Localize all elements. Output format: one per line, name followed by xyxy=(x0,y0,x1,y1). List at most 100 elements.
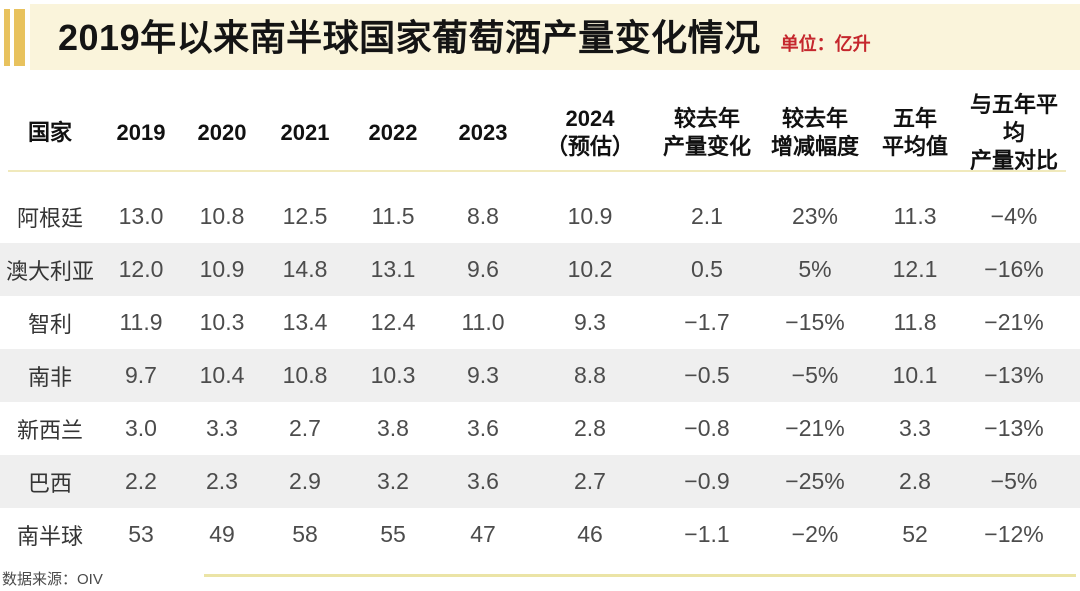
value-cell: 47 xyxy=(470,521,496,547)
column-header: 国家 xyxy=(0,91,100,175)
table-row: 澳大利亚 12.0 10.9 14.8 13.1 9.6 10.2 0.5 5% 12.1 −16% xyxy=(0,243,1080,296)
value-cell: 8.8 xyxy=(528,349,652,402)
value-cell: −1.7 xyxy=(684,309,730,335)
value-cell: 2.9 xyxy=(262,455,348,508)
column-header: 较去年 增减幅度 xyxy=(762,91,868,175)
value-cell: 3.3 xyxy=(899,415,931,441)
column-header: 2022 xyxy=(348,91,438,175)
table-row: 智利 11.9 10.3 13.4 12.4 11.0 9.3 −1.7 −15% 11.8 −21… xyxy=(0,296,1080,349)
column-label-line1: 较去年 xyxy=(781,106,848,131)
column-label-line1: 2020 xyxy=(197,120,247,145)
value-cell: 2.2 xyxy=(100,455,182,508)
value-cell: 10.3 xyxy=(348,349,438,402)
value-cell: 46 xyxy=(577,521,603,547)
column-header: 较去年 产量变化 xyxy=(652,91,762,175)
value-cell: 2.7 xyxy=(528,455,652,508)
value-cell: 12.5 xyxy=(282,203,328,229)
value-cell: 13.4 xyxy=(282,309,328,335)
unit-label: 单位：亿升 xyxy=(780,34,871,54)
value-cell: −21% xyxy=(984,309,1044,335)
value-cell: 11.8 xyxy=(893,309,937,335)
column-header: 2021 xyxy=(262,91,348,175)
column-header: 与五年平均 产量对比 xyxy=(962,91,1080,175)
table-header-row: 国家 2019 2020 2021 2022 2023 2024 （预估） 较去年 产量变化 较去年… xyxy=(0,91,1080,175)
column-label-line1: 2019 xyxy=(116,120,166,145)
value-cell: 9.6 xyxy=(438,243,528,296)
country-cell: 智利 xyxy=(27,311,72,337)
value-cell: 2.3 xyxy=(182,455,262,508)
value-cell: 3.0 xyxy=(125,415,157,441)
value-cell: −12% xyxy=(984,521,1044,547)
value-cell: −2% xyxy=(791,521,839,547)
column-label-line1: 国家 xyxy=(27,120,72,145)
column-label-line2: （预估） xyxy=(545,134,634,159)
value-cell: 3.6 xyxy=(438,455,528,508)
value-cell: 3.8 xyxy=(377,415,409,441)
value-cell: 9.7 xyxy=(100,349,182,402)
value-cell: 55 xyxy=(380,521,406,547)
country-cell: 南非 xyxy=(0,349,100,402)
column-label-line2: 产量变化 xyxy=(662,134,751,159)
value-cell: −0.8 xyxy=(684,415,730,441)
value-cell: 11.0 xyxy=(461,309,505,335)
column-header: 2019 xyxy=(100,91,182,175)
value-cell: 12.1 xyxy=(868,243,962,296)
value-cell: 11.3 xyxy=(893,203,937,229)
value-cell: 12.0 xyxy=(100,243,182,296)
value-cell: −5% xyxy=(962,455,1080,508)
value-cell: 5% xyxy=(762,243,868,296)
table-row: 巴西 2.2 2.3 2.9 3.2 3.6 2.7 −0.9 −25% 2.8 −5% xyxy=(0,455,1080,508)
value-cell: 10.8 xyxy=(199,203,245,229)
value-cell: −25% xyxy=(762,455,868,508)
value-cell: 23% xyxy=(791,203,839,229)
value-cell: 3.6 xyxy=(467,415,499,441)
column-label-line1: 2024 xyxy=(565,106,615,131)
column-label-line1: 2021 xyxy=(280,120,330,145)
value-cell: 10.8 xyxy=(262,349,348,402)
column-label-line2: 产量对比 xyxy=(969,148,1058,173)
value-cell: 12.4 xyxy=(370,309,416,335)
value-cell: 11.9 xyxy=(119,309,163,335)
value-cell: −15% xyxy=(785,309,845,335)
value-cell: 10.2 xyxy=(528,243,652,296)
country-cell: 新西兰 xyxy=(16,417,83,443)
column-header: 五年 平均值 xyxy=(868,91,962,175)
accent-bar-thin xyxy=(4,9,10,66)
column-label-line2: 平均值 xyxy=(881,134,948,159)
column-header: 2023 xyxy=(438,91,528,175)
value-cell: −1.1 xyxy=(684,521,730,547)
value-cell: 52 xyxy=(902,521,928,547)
value-cell: −0.5 xyxy=(652,349,762,402)
value-cell: 58 xyxy=(292,521,318,547)
accent-bar-thick xyxy=(14,9,25,66)
value-cell: 0.5 xyxy=(652,243,762,296)
footer-divider-line xyxy=(204,574,1076,577)
value-cell: 2.1 xyxy=(691,203,723,229)
value-cell: 49 xyxy=(209,521,235,547)
header-band: 2019年以来南半球国家葡萄酒产量变化情况 单位：亿升 xyxy=(30,4,1080,70)
page-title: 2019年以来南半球国家葡萄酒产量变化情况 xyxy=(58,17,761,58)
value-cell: 8.8 xyxy=(467,203,499,229)
column-label-line1: 与五年平均 xyxy=(969,92,1058,145)
value-cell: 10.3 xyxy=(199,309,245,335)
value-cell: 53 xyxy=(128,521,154,547)
value-cell: 2.8 xyxy=(574,415,606,441)
header-divider-line xyxy=(8,170,1066,172)
table-row: 南半球 53 49 58 55 47 46 −1.1 −2% 52 −12% xyxy=(0,508,1080,561)
value-cell: 2.7 xyxy=(289,415,321,441)
country-cell: 阿根廷 xyxy=(16,205,83,231)
column-label-line1: 较去年 xyxy=(673,106,740,131)
value-cell: 9.3 xyxy=(574,309,606,335)
value-cell: −21% xyxy=(785,415,845,441)
column-label-line1: 2023 xyxy=(458,120,508,145)
data-source: 数据来源：OIV xyxy=(2,571,103,588)
value-cell: −13% xyxy=(984,415,1044,441)
country-cell: 巴西 xyxy=(0,455,100,508)
column-header: 2024 （预估） xyxy=(528,91,652,175)
value-cell: 10.4 xyxy=(182,349,262,402)
production-table: 国家 2019 2020 2021 2022 2023 2024 （预估） 较去年 产量变化 较去年… xyxy=(0,91,1080,561)
value-cell: 10.9 xyxy=(182,243,262,296)
country-cell: 南半球 xyxy=(16,523,83,549)
table-row: 南非 9.7 10.4 10.8 10.3 9.3 8.8 −0.5 −5% 10.1 −13% xyxy=(0,349,1080,402)
value-cell: 10.9 xyxy=(567,203,613,229)
